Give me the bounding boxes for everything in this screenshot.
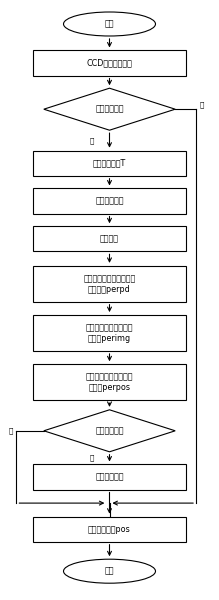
FancyBboxPatch shape [33, 151, 186, 176]
FancyBboxPatch shape [33, 464, 186, 490]
Text: 计算每帧图像清晰度评
价函数perimg: 计算每帧图像清晰度评 价函数perimg [86, 323, 133, 343]
Text: 否: 否 [199, 101, 204, 108]
Ellipse shape [64, 12, 155, 36]
Text: 开始: 开始 [105, 19, 114, 28]
FancyBboxPatch shape [33, 517, 186, 542]
FancyBboxPatch shape [33, 188, 186, 214]
Text: CCD拍摄采集图像: CCD拍摄采集图像 [87, 58, 132, 67]
Text: 计算每个尿液微粒清晰度
评价函数perpd: 计算每个尿液微粒清晰度 评价函数perpd [83, 274, 136, 293]
Text: 图像是否存在: 图像是否存在 [95, 104, 124, 114]
FancyBboxPatch shape [33, 50, 186, 76]
Polygon shape [44, 88, 175, 130]
Text: 计算每个位置清晰度评
价函数perpos: 计算每个位置清晰度评 价函数perpos [86, 373, 133, 392]
Text: 分割尿液微粒: 分割尿液微粒 [95, 196, 124, 205]
Text: 搜索最焦位置pos: 搜索最焦位置pos [88, 524, 131, 534]
Text: 评价函数数值: 评价函数数值 [95, 473, 124, 481]
FancyBboxPatch shape [33, 226, 186, 251]
Polygon shape [44, 410, 175, 452]
FancyBboxPatch shape [33, 315, 186, 351]
Ellipse shape [64, 559, 155, 583]
Text: 获取分割阀値T: 获取分割阀値T [93, 158, 126, 167]
FancyBboxPatch shape [33, 266, 186, 302]
Text: 结束: 结束 [105, 566, 114, 576]
Text: 否: 否 [9, 427, 13, 434]
Text: 边缘检测: 边缘检测 [100, 234, 119, 244]
Text: 是否需要数值: 是否需要数值 [95, 426, 124, 436]
Text: 是: 是 [90, 137, 94, 144]
Text: 是: 是 [90, 455, 94, 461]
FancyBboxPatch shape [33, 364, 186, 400]
